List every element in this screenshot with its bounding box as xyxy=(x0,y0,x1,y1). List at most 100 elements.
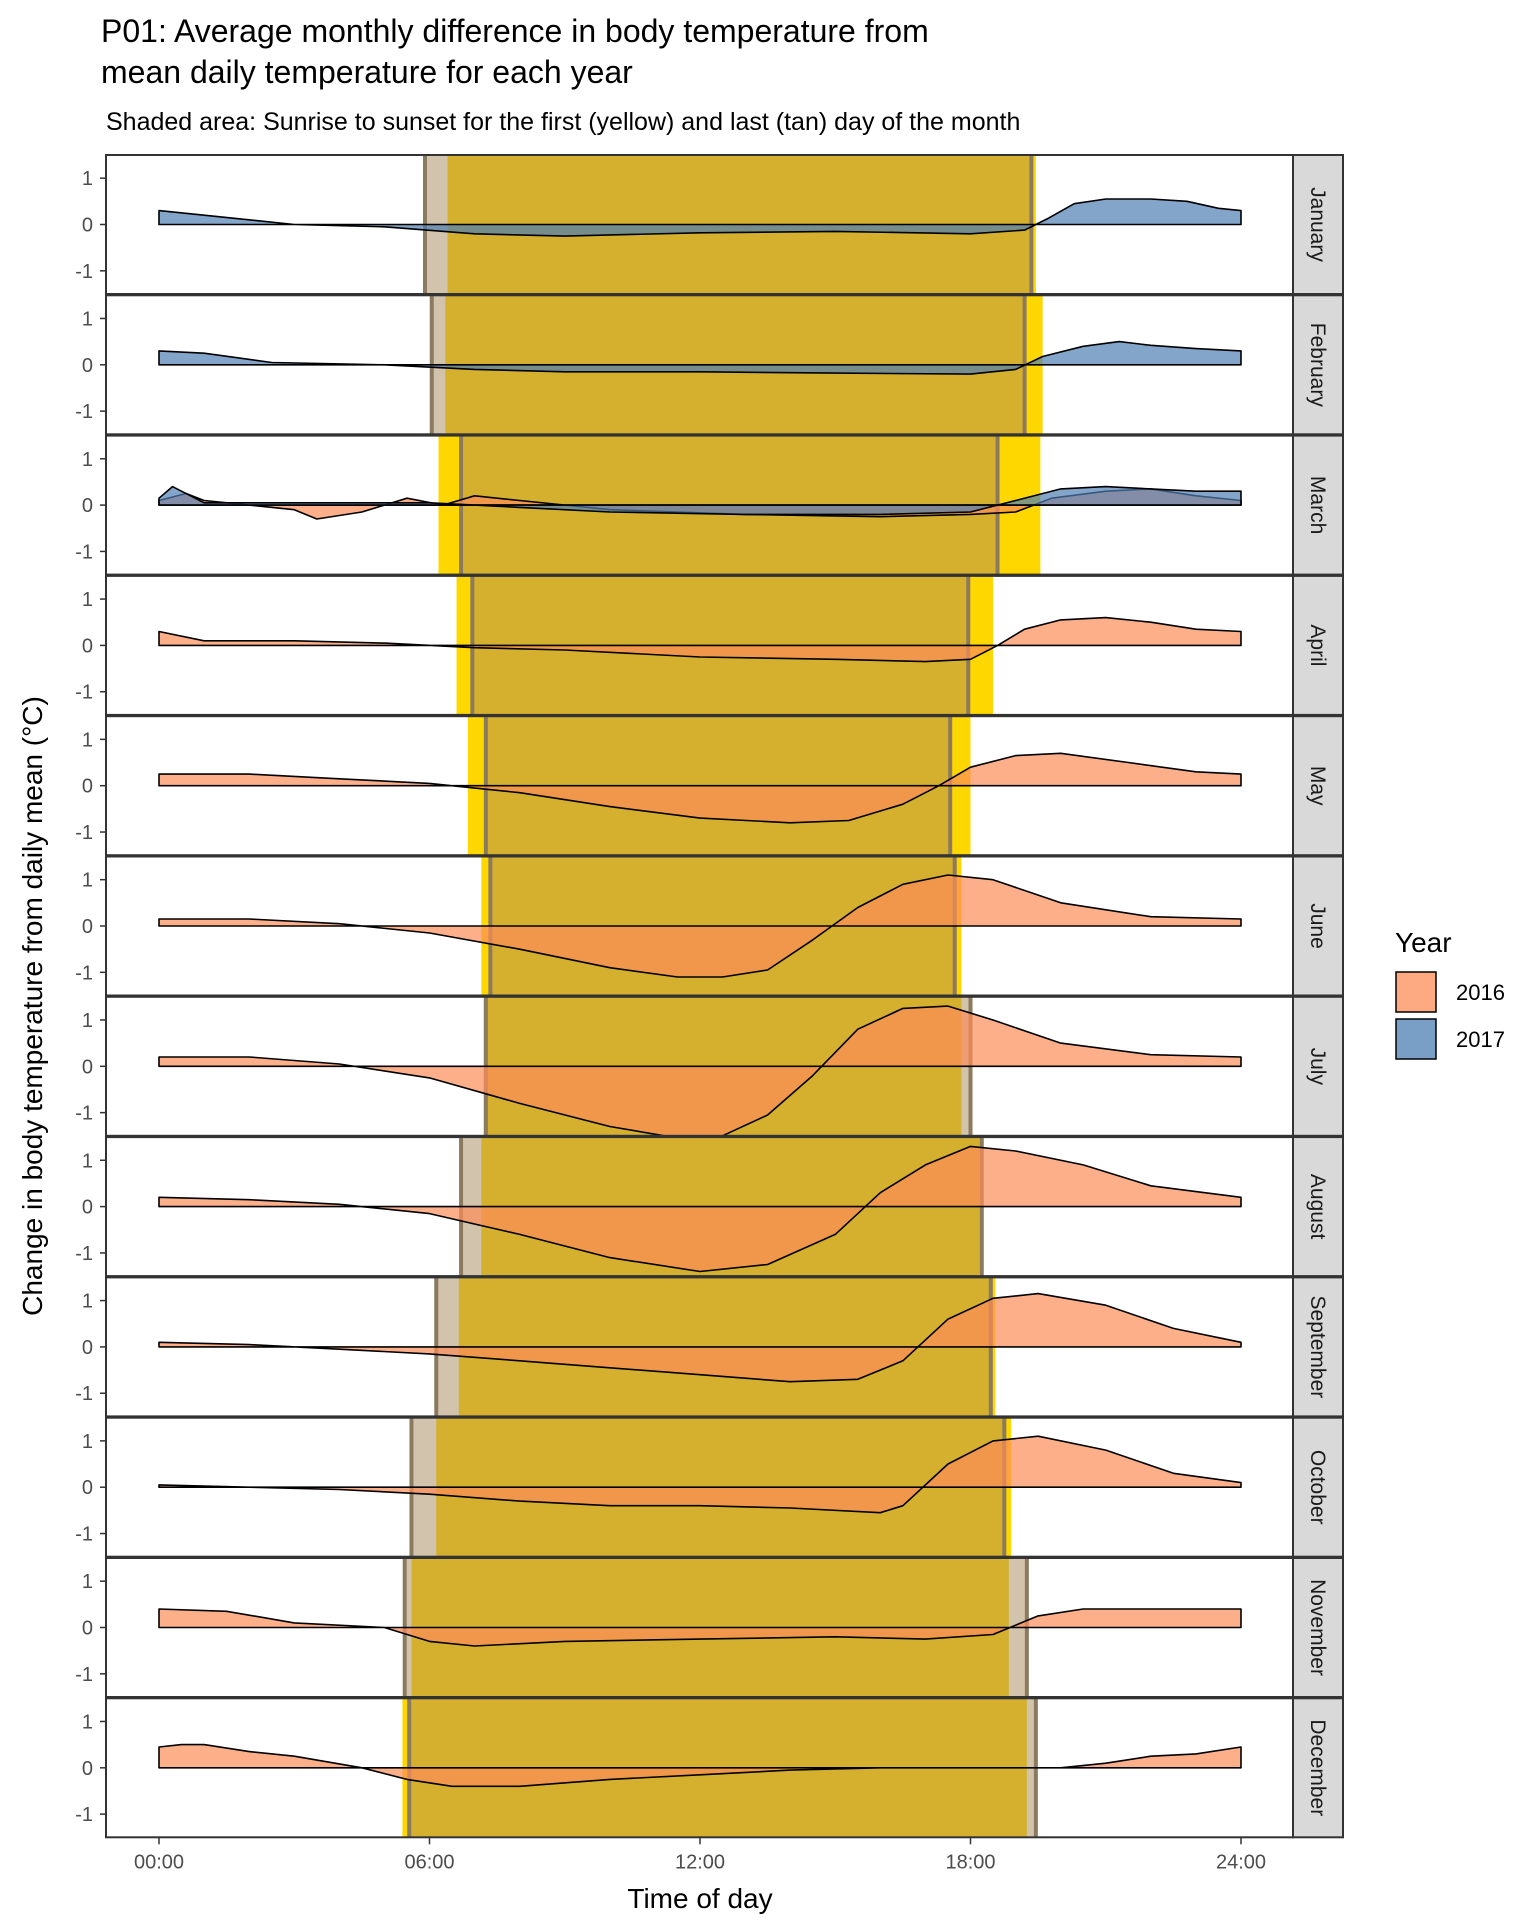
y-tick-label: 1 xyxy=(82,449,93,471)
y-tick-label: 1 xyxy=(82,308,93,330)
area-2016-october xyxy=(158,1435,1242,1514)
facet-strip xyxy=(1292,995,1344,1137)
facet-strip xyxy=(1292,1557,1344,1698)
y-tick-label: 1 xyxy=(82,1291,93,1313)
facet-strip-label: November xyxy=(1306,1579,1329,1676)
y-tick-label: 1 xyxy=(82,729,93,751)
y-tick-label: 0 xyxy=(82,1618,93,1640)
y-tick-label: 0 xyxy=(82,635,93,657)
facet-strip-label: March xyxy=(1306,476,1329,534)
y-tick-label: 0 xyxy=(82,215,93,237)
y-tick-label: 0 xyxy=(82,1758,93,1780)
x-tick-label: 06:00 xyxy=(404,1851,454,1873)
y-tick-label: -1 xyxy=(75,822,93,844)
y-axis-label: Change in body temperature from daily me… xyxy=(17,696,48,1316)
y-tick-label: 0 xyxy=(82,1477,93,1499)
y-tick-label: -1 xyxy=(75,401,93,423)
panel-may: May 1 0 -1 xyxy=(75,715,1344,857)
panel-january: January 1 0 -1 xyxy=(75,154,1344,295)
y-tick-label: -1 xyxy=(75,962,93,984)
facet-strip xyxy=(1292,1276,1344,1418)
facet-strip xyxy=(1292,574,1344,716)
facet-strip-label: September xyxy=(1306,1296,1329,1399)
legend-title: Year xyxy=(1395,927,1452,958)
facet-strip xyxy=(1292,715,1344,857)
chart-subtitle: Shaded area: Sunrise to sunset for the f… xyxy=(106,108,1020,136)
area-2016-may xyxy=(158,752,1242,824)
facet-strip-label: April xyxy=(1306,624,1329,666)
facet-strip xyxy=(1292,1136,1344,1278)
facet-strip-label: August xyxy=(1306,1174,1329,1240)
facet-strip-label: February xyxy=(1306,323,1329,408)
panel-october: October 1 0 -1 xyxy=(75,1416,1344,1558)
facet-strip-label: May xyxy=(1306,766,1329,806)
y-tick-label: -1 xyxy=(75,1524,93,1546)
x-axis-label: Time of day xyxy=(627,1883,772,1914)
x-tick-label: 12:00 xyxy=(675,1851,725,1873)
y-tick-label: 0 xyxy=(82,916,93,938)
legend-swatch-2016 xyxy=(1395,971,1437,1013)
panel-august: August 1 0 -1 xyxy=(75,1136,1344,1278)
y-tick-label: -1 xyxy=(75,1383,93,1405)
panel-july: July 1 0 -1 xyxy=(75,995,1344,1139)
area-2017-january xyxy=(158,198,1242,237)
x-tick-label: 24:00 xyxy=(1216,1851,1266,1873)
legend-swatch-2017 xyxy=(1395,1018,1437,1060)
facet-panels: January 1 0 -1 February 1 0 -1 March 1 0 -1 April 1 0 -… xyxy=(75,154,1344,1839)
y-tick-label: -1 xyxy=(75,1243,93,1265)
y-tick-label: -1 xyxy=(75,682,93,704)
y-tick-label: -1 xyxy=(75,1664,93,1686)
area-2016-august xyxy=(158,1145,1242,1273)
panel-march: March 1 0 -1 xyxy=(75,434,1344,576)
y-tick-label: 0 xyxy=(82,495,93,517)
area-2016-june xyxy=(158,874,1242,978)
x-axis: 00:00 06:00 12:00 18:00 24:00 xyxy=(134,1837,1266,1873)
facet-strip xyxy=(1292,294,1344,436)
y-tick-label: -1 xyxy=(75,541,93,563)
panel-september: September 1 0 -1 xyxy=(75,1276,1344,1418)
panel-february: February 1 0 -1 xyxy=(75,294,1344,436)
area-2016-september xyxy=(158,1292,1242,1383)
area-2017-february xyxy=(158,340,1242,375)
y-tick-label: 1 xyxy=(82,1711,93,1733)
panel-december: December 1 0 -1 xyxy=(75,1697,1344,1839)
y-tick-label: 0 xyxy=(82,776,93,798)
y-tick-label: 1 xyxy=(82,1010,93,1032)
y-tick-label: 0 xyxy=(82,1197,93,1219)
y-tick-label: 1 xyxy=(82,870,93,892)
y-tick-label: -1 xyxy=(75,1804,93,1826)
panel-april: April 1 0 -1 xyxy=(75,574,1344,716)
y-tick-label: 1 xyxy=(82,1431,93,1453)
legend-label-2017: 2017 xyxy=(1456,1027,1505,1052)
area-2016-december xyxy=(158,1743,1242,1788)
area-2016-november xyxy=(158,1608,1242,1647)
area-2016-july xyxy=(158,1005,1242,1139)
x-tick-label: 00:00 xyxy=(134,1851,184,1873)
y-tick-label: 1 xyxy=(82,168,93,190)
chart-title-line1: P01: Average monthly difference in body … xyxy=(101,13,929,49)
legend-label-2016: 2016 xyxy=(1456,980,1505,1005)
facet-strip xyxy=(1292,1416,1344,1558)
facet-strip xyxy=(1292,434,1344,576)
y-tick-label: 1 xyxy=(82,589,93,611)
facet-strip xyxy=(1292,855,1344,997)
facet-strip-label: December xyxy=(1306,1719,1329,1816)
y-tick-label: 0 xyxy=(82,1056,93,1078)
legend: Year 2016 2017 xyxy=(1395,927,1505,1060)
y-tick-label: 0 xyxy=(82,1337,93,1359)
facet-strip-label: July xyxy=(1306,1048,1329,1086)
y-tick-label: -1 xyxy=(75,261,93,283)
y-tick-label: 1 xyxy=(82,1150,93,1172)
chart-title-line2: mean daily temperature for each year xyxy=(101,54,633,90)
panel-june: June 1 0 -1 xyxy=(75,855,1344,997)
x-tick-label: 18:00 xyxy=(945,1851,995,1873)
facet-strip xyxy=(1292,154,1344,295)
facet-strip xyxy=(1292,1697,1344,1839)
facet-strip-label: October xyxy=(1306,1450,1329,1525)
panel-november: November 1 0 -1 xyxy=(75,1557,1344,1698)
y-tick-label: -1 xyxy=(75,1103,93,1125)
y-tick-label: 1 xyxy=(82,1571,93,1593)
area-2017-march xyxy=(158,485,1242,516)
facet-strip-label: June xyxy=(1306,903,1329,949)
